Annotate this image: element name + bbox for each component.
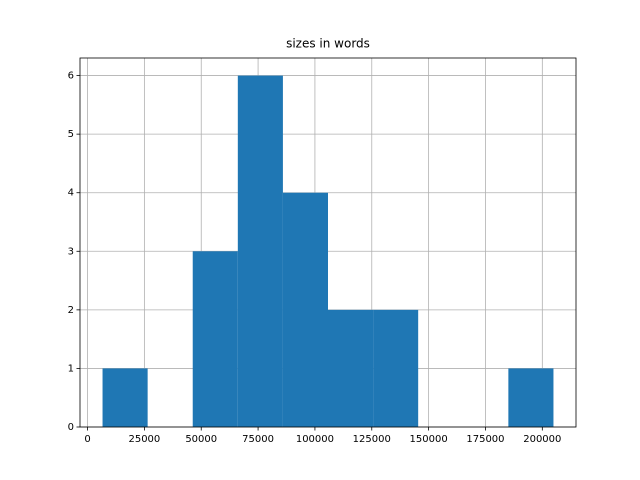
plot-frame [79, 57, 577, 428]
x-tick-label: 175000 [466, 434, 504, 445]
x-tick-label: 125000 [353, 434, 391, 445]
bar [282, 192, 328, 427]
bar [373, 309, 419, 427]
x-tick-label: 25000 [128, 434, 160, 445]
y-tick-label: 6 [68, 71, 74, 82]
y-tick-label: 3 [68, 246, 74, 257]
bar [328, 309, 374, 427]
x-tick-label: 200000 [523, 434, 561, 445]
bar-layer [102, 75, 554, 428]
bar [237, 75, 283, 428]
y-tick-label: 5 [68, 129, 74, 140]
y-tick-label: 4 [68, 188, 74, 199]
chart-title: sizes in words [286, 37, 370, 51]
bar [102, 368, 148, 427]
y-tick-label: 1 [68, 363, 74, 374]
y-tick-label: 2 [68, 305, 74, 316]
x-tick-label: 50000 [185, 434, 217, 445]
bar [192, 251, 238, 427]
x-tick-label: 150000 [410, 434, 448, 445]
x-tick-label: 100000 [296, 434, 334, 445]
bar [508, 368, 554, 427]
y-tick-label: 0 [68, 422, 74, 433]
x-tick-label: 75000 [242, 434, 274, 445]
x-tick-label: 0 [84, 434, 90, 445]
axis-layer: 0 1 2 3 4 5 6 0 25000 50000 75000 100000 125000 15000… [68, 57, 577, 445]
